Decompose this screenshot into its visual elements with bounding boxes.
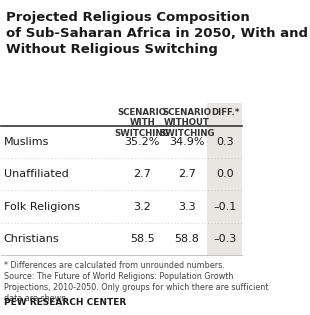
Text: –0.1: –0.1 [214,202,237,211]
Text: DIFF.*: DIFF.* [211,108,239,117]
Text: Christians: Christians [4,233,60,243]
Text: 0.3: 0.3 [216,137,234,147]
Text: Muslims: Muslims [4,137,49,147]
Text: 2.7: 2.7 [178,169,196,180]
Text: 3.3: 3.3 [178,202,196,211]
Text: 58.5: 58.5 [130,233,155,243]
Text: * Differences are calculated from unrounded numbers.
Source: The Future of World: * Differences are calculated from unroun… [4,261,268,303]
Text: PEW RESEARCH CENTER: PEW RESEARCH CENTER [4,298,126,307]
Text: SCENARIO
WITH
SWITCHING: SCENARIO WITH SWITCHING [114,108,170,138]
Text: Projected Religious Composition
of Sub-Saharan Africa in 2050, With and
Without : Projected Religious Composition of Sub-S… [6,11,308,56]
Text: –0.3: –0.3 [214,233,237,243]
Text: 35.2%: 35.2% [125,137,160,147]
Text: 2.7: 2.7 [133,169,151,180]
Text: 0.0: 0.0 [216,169,234,180]
Text: 3.2: 3.2 [133,202,151,211]
Text: SCENARIO
WITHOUT
SWITCHING: SCENARIO WITHOUT SWITCHING [159,108,215,138]
Text: 58.8: 58.8 [174,233,199,243]
Text: Unaffiliated: Unaffiliated [4,169,69,180]
Text: 34.9%: 34.9% [169,137,205,147]
Bar [207,103,242,256]
Text: Folk Religions: Folk Religions [4,202,80,211]
